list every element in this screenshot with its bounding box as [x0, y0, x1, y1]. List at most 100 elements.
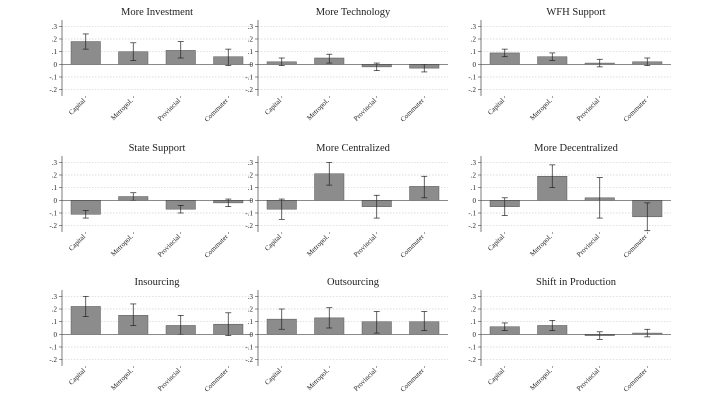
y-tick-label: .1	[52, 184, 58, 192]
category-label: Capital	[263, 233, 283, 253]
category-label: Capital	[67, 367, 87, 387]
category-label: Capital	[67, 97, 87, 117]
category-label: Metropol.	[109, 97, 134, 122]
y-tick-label: .3	[52, 293, 58, 301]
chart-panel-2: More Technology .3 .2 .1 0 -.1 -.2 Capital Metro…	[245, 7, 448, 124]
y-tick-label: -.1	[49, 210, 57, 218]
y-tick-label: .3	[471, 293, 477, 301]
y-tick-label: .1	[52, 48, 58, 56]
category-label: Commuter	[399, 232, 426, 259]
category-label: Commuter	[399, 366, 426, 393]
y-tick-label: .3	[248, 23, 254, 31]
category-label: Provincial	[352, 367, 378, 393]
chart-panel-6: More Decentralized .3 .2 .1 0 -.1 -.2 Capital Me…	[468, 143, 671, 260]
category-label: Commuter	[622, 232, 649, 259]
y-tick-label: -.1	[245, 210, 253, 218]
y-tick-label: -.2	[245, 86, 253, 94]
y-tick-label: 0	[250, 61, 254, 69]
category-label: Metropol.	[109, 233, 134, 258]
chart-panel-7: Insourcing .3 .2 .1 0 -.1 -.2 Capital Metropol. P…	[49, 277, 252, 394]
category-label: Commuter	[203, 366, 230, 393]
y-tick-label: -.1	[49, 74, 57, 82]
category-label: Provincial	[156, 97, 182, 123]
y-tick-label: -.2	[49, 356, 57, 364]
y-tick-label: .1	[248, 184, 254, 192]
y-tick-label: .3	[248, 293, 254, 301]
y-tick-label: .3	[471, 23, 477, 31]
category-label: Capital	[486, 97, 506, 117]
panel-title: WFH Support	[546, 7, 605, 18]
category-label: Provincial	[156, 233, 182, 259]
y-tick-label: -.1	[245, 344, 253, 352]
y-tick-label: .3	[248, 159, 254, 167]
y-tick-label: -.2	[245, 356, 253, 364]
category-label: Commuter	[399, 96, 426, 123]
category-label: Provincial	[156, 367, 182, 393]
category-label: Provincial	[575, 367, 601, 393]
y-tick-label: .3	[52, 159, 58, 167]
chart-panel-4: State Support .3 .2 .1 0 -.1 -.2 Capital Metropo…	[49, 143, 252, 260]
category-label: Metropol.	[528, 233, 553, 258]
y-tick-label: 0	[54, 331, 58, 339]
category-label: Metropol.	[305, 233, 330, 258]
y-tick-label: -.1	[468, 74, 476, 82]
chart-panel-5: More Centralized .3 .2 .1 0 -.1 -.2 Capital Metr…	[245, 143, 448, 260]
chart-panel-8: Outsourcing .3 .2 .1 0 -.1 -.2 Capital Metropol.…	[245, 277, 448, 394]
category-label: Provincial	[352, 97, 378, 123]
y-tick-label: .1	[471, 318, 477, 326]
y-tick-label: -.2	[468, 356, 476, 364]
category-label: Metropol.	[528, 97, 553, 122]
y-tick-label: .2	[248, 306, 254, 314]
y-tick-label: .1	[471, 184, 477, 192]
y-tick-label: -.2	[49, 222, 57, 230]
panel-title: Shift in Production	[536, 277, 617, 288]
y-tick-label: -.2	[49, 86, 57, 94]
category-label: Commuter	[203, 96, 230, 123]
chart-panel-3: WFH Support .3 .2 .1 0 -.1 -.2 Capital Metropol.…	[468, 7, 671, 124]
y-tick-label: 0	[473, 61, 477, 69]
category-label: Metropol.	[305, 367, 330, 392]
y-tick-label: 0	[54, 61, 58, 69]
category-label: Capital	[67, 233, 87, 253]
y-tick-label: 0	[54, 197, 58, 205]
y-tick-label: 0	[250, 197, 254, 205]
category-label: Commuter	[622, 366, 649, 393]
category-label: Commuter	[203, 232, 230, 259]
y-tick-label: .2	[248, 36, 254, 44]
panel-title: More Technology	[316, 7, 391, 18]
category-label: Capital	[486, 233, 506, 253]
chart-panel-1: More Investment .3 .2 .1 0 -.1 -.2 Capital Metro…	[49, 7, 252, 124]
y-tick-label: .2	[471, 172, 477, 180]
category-label: Metropol.	[109, 367, 134, 392]
panel-title: More Centralized	[316, 143, 391, 154]
chart-panel-9: Shift in Production .3 .2 .1 0 -.1 -.2 Capital M…	[468, 277, 671, 394]
panel-title: More Investment	[121, 7, 193, 18]
y-tick-label: -.2	[245, 222, 253, 230]
y-tick-label: .1	[248, 318, 254, 326]
y-tick-label: -.1	[49, 344, 57, 352]
y-tick-label: .1	[52, 318, 58, 326]
y-tick-label: .3	[52, 23, 58, 31]
y-tick-label: .2	[52, 172, 58, 180]
panel-title: More Decentralized	[534, 143, 618, 154]
category-label: Capital	[486, 367, 506, 387]
y-tick-label: .1	[471, 48, 477, 56]
panel-title: Insourcing	[135, 277, 181, 288]
category-label: Provincial	[575, 233, 601, 259]
y-tick-label: .2	[471, 306, 477, 314]
panel-title: State Support	[129, 143, 186, 154]
y-tick-label: -.2	[468, 222, 476, 230]
y-tick-label: .3	[471, 159, 477, 167]
y-tick-label: -.1	[245, 74, 253, 82]
category-label: Provincial	[352, 233, 378, 259]
y-tick-label: -.1	[468, 210, 476, 218]
y-tick-label: 0	[473, 331, 477, 339]
y-tick-label: -.1	[468, 344, 476, 352]
category-label: Commuter	[622, 96, 649, 123]
y-tick-label: .2	[52, 306, 58, 314]
y-tick-label: 0	[473, 197, 477, 205]
y-tick-label: .1	[248, 48, 254, 56]
y-tick-label: .2	[471, 36, 477, 44]
category-label: Capital	[263, 367, 283, 387]
